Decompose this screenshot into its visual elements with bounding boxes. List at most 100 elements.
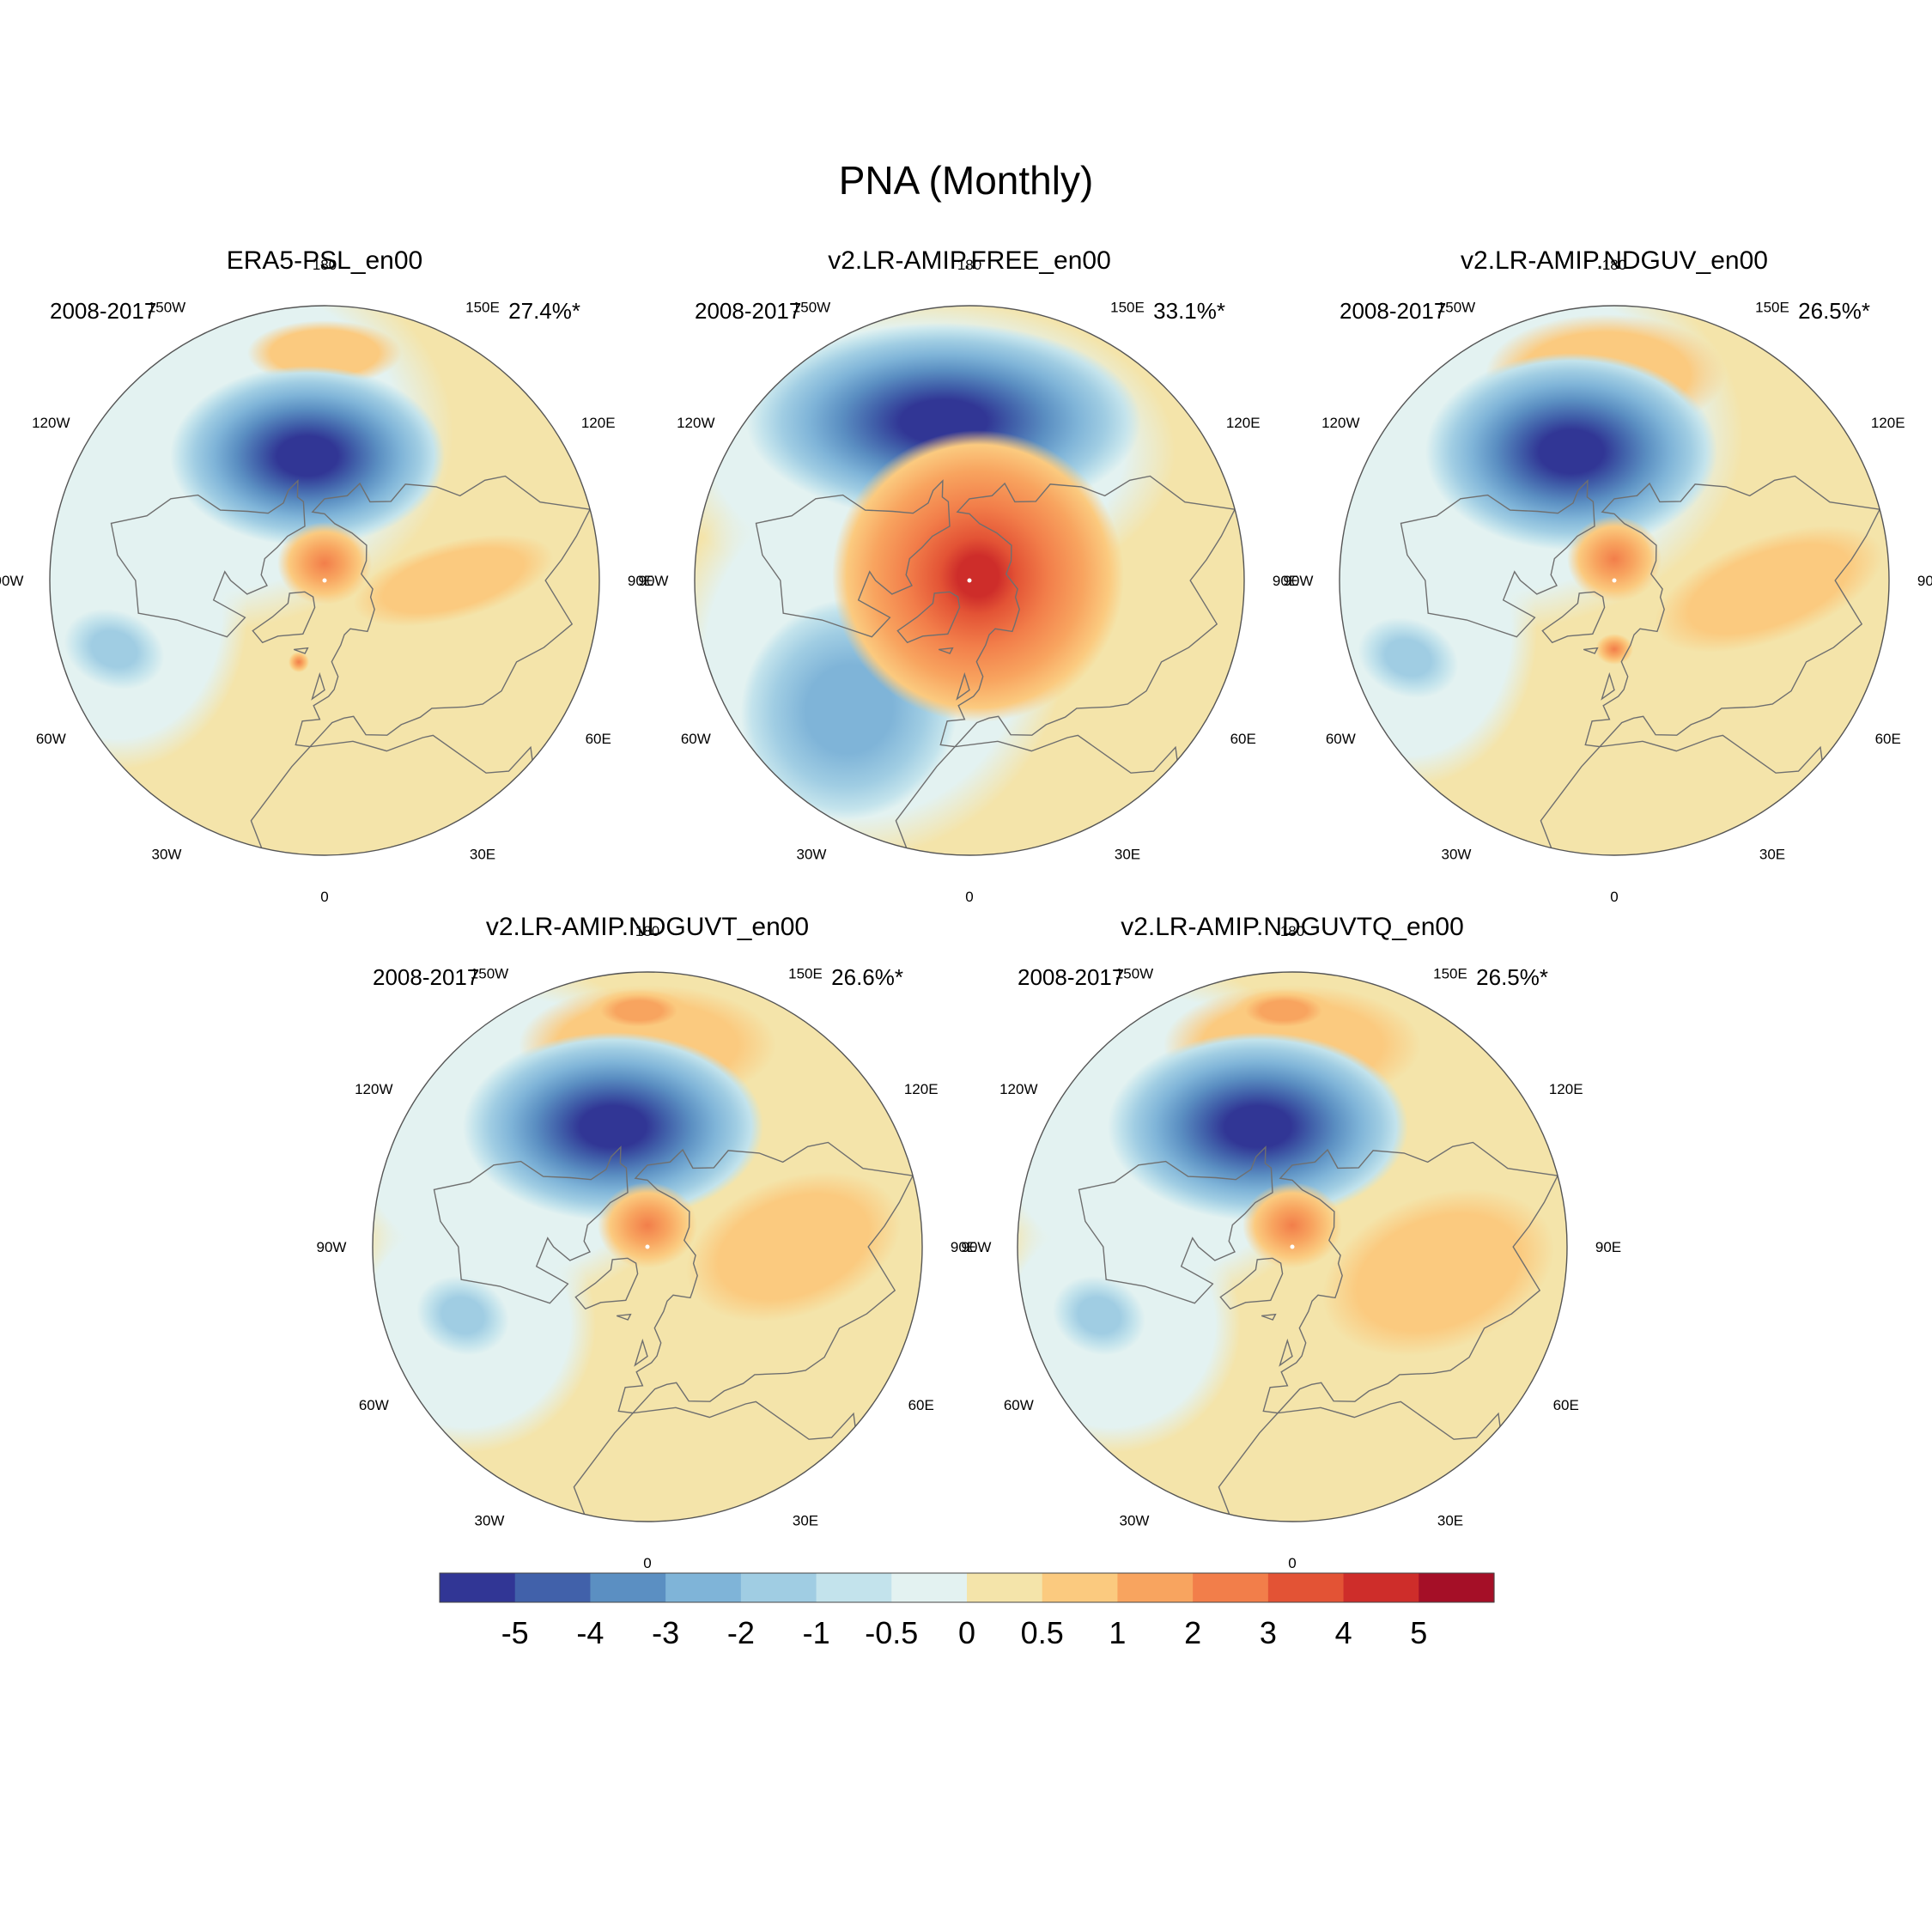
anomaly-blob bbox=[685, 1171, 902, 1322]
colorbar-swatch bbox=[740, 1573, 817, 1602]
longitude-label: 90W bbox=[0, 573, 23, 589]
panel-variance: 26.6%* bbox=[831, 964, 903, 990]
pole-marker bbox=[322, 578, 327, 583]
map-panel-2: v2.LR-AMIP.FREE_en00 2008-2017 33.1%* 180 15… bbox=[639, 246, 1299, 905]
coastline bbox=[938, 647, 954, 654]
coastlines bbox=[1078, 1141, 1559, 1522]
longitude-label: 90E bbox=[1595, 1239, 1621, 1255]
longitude-label: 60E bbox=[1553, 1397, 1579, 1413]
longitude-label: 90W bbox=[962, 1239, 992, 1255]
anomaly-blob bbox=[1108, 1032, 1408, 1221]
longitude-label: 60E bbox=[1230, 731, 1256, 747]
longitude-label: 30W bbox=[1442, 847, 1472, 863]
colorbar-swatch bbox=[1193, 1573, 1269, 1602]
colorbar-swatch bbox=[590, 1573, 666, 1602]
longitude-label: 150W bbox=[1115, 965, 1153, 981]
panel-title: v2.LR-AMIP.NDGUVT_en00 bbox=[486, 913, 809, 941]
panel-title: v2.LR-AMIP.NDGUV_en00 bbox=[1461, 246, 1768, 275]
longitude-label: 30E bbox=[1437, 1513, 1463, 1529]
map-panel-1: ERA5-PSL_en00 2008-2017 27.4%* 180 150E 120E 9… bbox=[0, 246, 653, 905]
longitude-label: 150E bbox=[788, 965, 823, 981]
coastline bbox=[1078, 1145, 1273, 1304]
map-boundary bbox=[1017, 971, 1568, 1522]
panel-title: v2.LR-AMIP.NDGUVTQ_en00 bbox=[1121, 913, 1464, 941]
panel-period: 2008-2017 bbox=[50, 298, 156, 324]
longitude-label: 60W bbox=[1004, 1397, 1034, 1413]
anomaly-blob bbox=[416, 1275, 509, 1356]
longitude-label: 180 bbox=[635, 923, 659, 939]
coastline bbox=[252, 591, 316, 644]
colorbar-label: 3 bbox=[1260, 1615, 1277, 1650]
longitude-label: 120E bbox=[581, 415, 616, 431]
coastline bbox=[1601, 671, 1615, 701]
panel-period: 2008-2017 bbox=[373, 964, 479, 990]
coastline bbox=[755, 479, 951, 638]
anomaly-blob bbox=[64, 608, 165, 690]
colorbar-label: 5 bbox=[1410, 1615, 1427, 1650]
coastlines bbox=[433, 1141, 914, 1522]
colorbar-label: 0.5 bbox=[1021, 1615, 1064, 1650]
colorbar-swatch bbox=[1419, 1573, 1495, 1602]
colorbar-label: -3 bbox=[652, 1615, 679, 1650]
anomaly-blob bbox=[170, 366, 445, 546]
panel-variance: 26.5%* bbox=[1476, 964, 1548, 990]
colorbar-label: -1 bbox=[803, 1615, 830, 1650]
panel-variance: 33.1%* bbox=[1153, 298, 1225, 324]
longitude-label: 120E bbox=[1226, 415, 1261, 431]
contour-field bbox=[695, 306, 1244, 855]
longitude-label: 60W bbox=[1326, 731, 1356, 747]
longitude-label: 30E bbox=[470, 847, 495, 863]
colorbar-label: 2 bbox=[1184, 1615, 1201, 1650]
longitude-label: 30E bbox=[793, 1513, 818, 1529]
longitude-label: 30E bbox=[1759, 847, 1785, 863]
colorbar-swatch bbox=[967, 1573, 1043, 1602]
map-boundary bbox=[694, 305, 1245, 856]
anomaly-blob bbox=[289, 652, 309, 672]
coastlines bbox=[110, 475, 592, 855]
coastline bbox=[634, 1338, 648, 1367]
colorbar-label: -0.5 bbox=[865, 1615, 918, 1650]
colorbar-swatch bbox=[514, 1573, 592, 1602]
anomaly-blob bbox=[1654, 526, 1884, 653]
coastline bbox=[1584, 475, 1881, 748]
longitude-label: 60E bbox=[1875, 731, 1901, 747]
longitude-label: 120W bbox=[999, 1081, 1037, 1097]
coastline bbox=[110, 479, 306, 638]
longitude-label: 90E bbox=[1917, 573, 1932, 589]
coastline bbox=[574, 1257, 639, 1310]
coastline bbox=[1219, 1257, 1284, 1310]
coastline bbox=[956, 671, 970, 701]
longitude-label: 30W bbox=[797, 847, 827, 863]
longitude-label: 60W bbox=[36, 731, 66, 747]
longitude-label: 0 bbox=[1610, 889, 1618, 905]
coastline bbox=[1583, 647, 1599, 654]
anomaly-blob bbox=[1232, 989, 1335, 1032]
coastline bbox=[311, 671, 325, 701]
coastline bbox=[896, 591, 961, 644]
colorbar-swatch bbox=[1267, 1573, 1345, 1602]
contour-field bbox=[1340, 306, 1889, 855]
longitude-label: 60E bbox=[908, 1397, 934, 1413]
colorbar-swatch bbox=[891, 1573, 968, 1602]
longitude-label: 30W bbox=[1120, 1513, 1150, 1529]
pole-marker bbox=[1290, 1244, 1295, 1249]
pole-marker bbox=[645, 1244, 650, 1249]
map-panel-3: v2.LR-AMIP.NDGUV_en00 2008-2017 26.5%* 180 1… bbox=[1284, 246, 1932, 905]
contour-field bbox=[50, 306, 599, 855]
anomaly-blob bbox=[277, 522, 372, 605]
panel-variance: 27.4%* bbox=[508, 298, 580, 324]
colorbar-label: 1 bbox=[1109, 1615, 1126, 1650]
colorbar-swatch bbox=[440, 1573, 516, 1602]
colorbar-swatch bbox=[1042, 1573, 1119, 1602]
map-boundary bbox=[1339, 305, 1890, 856]
map-panel-4: v2.LR-AMIP.NDGUVT_en00 2008-2017 26.6%* 180… bbox=[317, 913, 977, 1571]
longitude-label: 150E bbox=[1755, 299, 1789, 315]
colorbar-label: 0 bbox=[958, 1615, 975, 1650]
longitude-label: 120W bbox=[677, 415, 714, 431]
coastlines bbox=[755, 475, 1236, 855]
panel-period: 2008-2017 bbox=[1018, 964, 1124, 990]
longitude-label: 0 bbox=[643, 1555, 651, 1571]
pole-marker bbox=[967, 578, 972, 583]
coastline bbox=[1541, 591, 1606, 644]
